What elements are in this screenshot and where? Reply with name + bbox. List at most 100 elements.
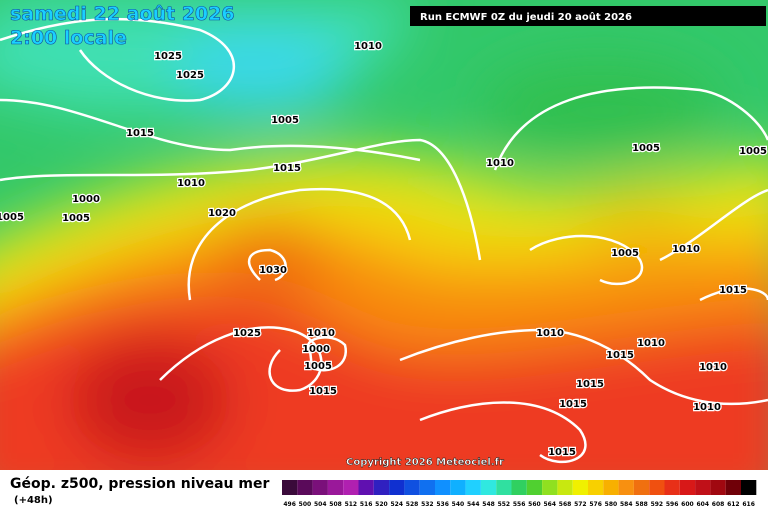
isobar-label: 1010 <box>177 178 205 189</box>
isobar-label: 1000 <box>302 344 330 355</box>
isobar-label: 1015 <box>309 386 337 397</box>
scale-label: 516 <box>360 501 373 508</box>
scale-label: 528 <box>406 501 419 508</box>
isobars <box>0 17 768 464</box>
scale-label: 584 <box>620 501 633 508</box>
isobar-label: 1000 <box>72 194 100 205</box>
isobar-label: 1010 <box>693 402 721 413</box>
scale-swatch <box>435 480 451 495</box>
scale-label: 580 <box>605 501 618 508</box>
scale-swatch <box>664 480 680 495</box>
scale-label: 496 <box>283 501 296 508</box>
isobar-label: 1010 <box>672 244 700 255</box>
copyright: Copyright 2026 Meteociel.fr <box>346 457 504 468</box>
isobar-label: 1010 <box>354 41 382 52</box>
isobar-label: 1010 <box>699 362 727 373</box>
scale-swatch <box>725 480 741 495</box>
isobar-label: 1010 <box>307 328 335 339</box>
isobar-label: 1025 <box>154 51 182 62</box>
isobar-label: 1030 <box>259 265 287 276</box>
scale-swatch <box>542 480 558 495</box>
scale-swatch <box>282 480 298 495</box>
isobar-label: 1010 <box>637 338 665 349</box>
scale-label: 564 <box>543 501 556 508</box>
scale-label: 612 <box>727 501 740 508</box>
scale-swatch <box>419 480 435 495</box>
scale-label: 600 <box>681 501 694 508</box>
isobar-label: 1025 <box>176 70 204 81</box>
scale-swatch <box>572 480 588 495</box>
isobar-label: 1015 <box>273 163 301 174</box>
scale-label: 596 <box>666 501 679 508</box>
isobar-label: 1005 <box>632 143 660 154</box>
isobar-label: 1015 <box>576 379 604 390</box>
scale-swatch <box>741 480 757 495</box>
scale-swatch <box>496 480 512 495</box>
scale-label: 512 <box>345 501 358 508</box>
local-time: 2:00 locale <box>10 27 127 49</box>
scale-swatch <box>358 480 374 495</box>
isobar-label: 1015 <box>606 350 634 361</box>
scale-label: 508 <box>329 501 342 508</box>
scale-swatch <box>373 480 390 495</box>
scale-label: 572 <box>574 501 587 508</box>
scale-label: 608 <box>712 501 725 508</box>
scale-label: 500 <box>299 501 312 508</box>
scale-swatch <box>649 480 665 495</box>
scale-swatch <box>404 480 420 495</box>
scale-swatch <box>618 480 634 495</box>
lead-time: (+48h) <box>14 495 53 506</box>
scale-label: 560 <box>528 501 541 508</box>
isobar-label: 1005 <box>0 212 24 223</box>
scale-label: 576 <box>589 501 602 508</box>
scale-label: 548 <box>482 501 495 508</box>
scale-label: 552 <box>498 501 511 508</box>
scale-swatch <box>511 480 527 495</box>
isobar-label: 1010 <box>536 328 564 339</box>
isobar-label: 1020 <box>208 208 236 219</box>
scale-swatch <box>557 480 573 495</box>
run-box <box>410 6 766 26</box>
isobar-label: 1015 <box>548 447 576 458</box>
date: samedi 22 août 2026 <box>10 3 235 25</box>
scale-label: 544 <box>467 501 480 508</box>
isobar-label: 1010 <box>486 158 514 169</box>
isobar-label: 1015 <box>719 285 747 296</box>
scale-swatch <box>465 480 481 495</box>
scale-label: 556 <box>513 501 526 508</box>
scale-label: 520 <box>375 501 388 508</box>
scale-swatch <box>343 480 359 495</box>
scale-swatch <box>710 480 726 495</box>
scale-swatch <box>588 480 604 495</box>
isobar-label: 1005 <box>62 213 90 224</box>
scale-swatch <box>603 480 619 495</box>
isobar-label: 1005 <box>739 146 767 157</box>
scale-swatch <box>695 480 711 495</box>
isobar-label: 1015 <box>559 399 587 410</box>
scale-swatch <box>526 480 543 495</box>
isobar-label: 1025 <box>233 328 261 339</box>
scale-swatch <box>633 480 650 495</box>
legend-title: Géop. z500, pression niveau mer <box>10 476 269 492</box>
scale-label: 532 <box>421 501 434 508</box>
scale-label: 616 <box>742 501 755 508</box>
isobar-label: 1005 <box>611 248 639 259</box>
scale-swatch <box>679 480 696 495</box>
scale-label: 536 <box>436 501 449 508</box>
scale-swatch <box>327 480 344 495</box>
scale-swatch <box>389 480 405 495</box>
scale-swatch <box>480 480 497 495</box>
scale-label: 524 <box>390 501 403 508</box>
isobar-label: 1015 <box>126 128 154 139</box>
isobar-label: 1005 <box>271 115 299 126</box>
scale-label: 504 <box>314 501 327 508</box>
scale-swatch <box>450 480 466 495</box>
scale-swatch <box>312 480 328 495</box>
isobar-label: 1005 <box>304 361 332 372</box>
scale-label: 592 <box>651 501 664 508</box>
scale-label: 568 <box>559 501 572 508</box>
scale-label: 604 <box>696 501 709 508</box>
scale-label: 588 <box>635 501 648 508</box>
